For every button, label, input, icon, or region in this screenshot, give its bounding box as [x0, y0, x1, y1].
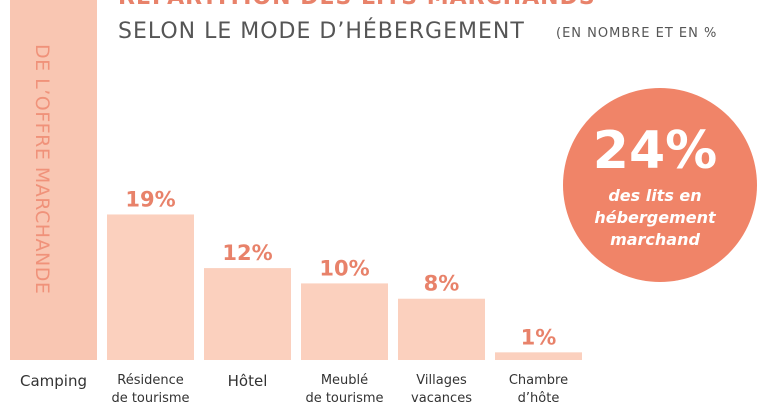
x-tick-label: Villages [416, 373, 467, 388]
subtitle-note: (EN NOMBRE ET EN % [556, 26, 717, 41]
callout-text: hébergement [594, 208, 717, 227]
callout-text: des lits en [608, 186, 701, 205]
chart-subtitle: SELON LE MODE D’HÉBERGEMENT [118, 18, 525, 44]
callout-value: 24% [593, 121, 717, 181]
value-label: 1% [521, 325, 557, 349]
x-tick-label: de tourisme [111, 391, 189, 406]
x-tick-label: Camping [20, 372, 87, 390]
bar [10, 0, 97, 361]
value-label: 10% [319, 256, 369, 280]
callout-circle [563, 88, 757, 282]
bar-annotation: DE L’OFFRE MARCHANDE [31, 44, 53, 294]
x-tick-label: de tourisme [305, 391, 383, 406]
x-tick-label: Résidence [117, 373, 183, 388]
callout-text: marchand [610, 230, 700, 249]
bar [204, 268, 291, 360]
bar [107, 214, 194, 360]
bar [495, 352, 582, 360]
chart-title: RÉPARTITION DES LITS MARCHANDS [118, 0, 596, 10]
x-tick-label: vacances [411, 391, 472, 406]
value-label: 19% [125, 187, 175, 211]
bar [301, 283, 388, 360]
x-tick-label: Hôtel [228, 372, 268, 390]
bar [398, 298, 485, 360]
x-tick-label: Meublé [321, 373, 368, 388]
value-label: 8% [424, 272, 460, 296]
x-tick-label: d’hôte [518, 391, 560, 406]
value-label: 12% [222, 241, 272, 265]
bars: Camping 19% Résidence de tourisme 12% Hôtel 10… [10, 0, 582, 406]
x-tick-label: Chambre [509, 373, 568, 388]
